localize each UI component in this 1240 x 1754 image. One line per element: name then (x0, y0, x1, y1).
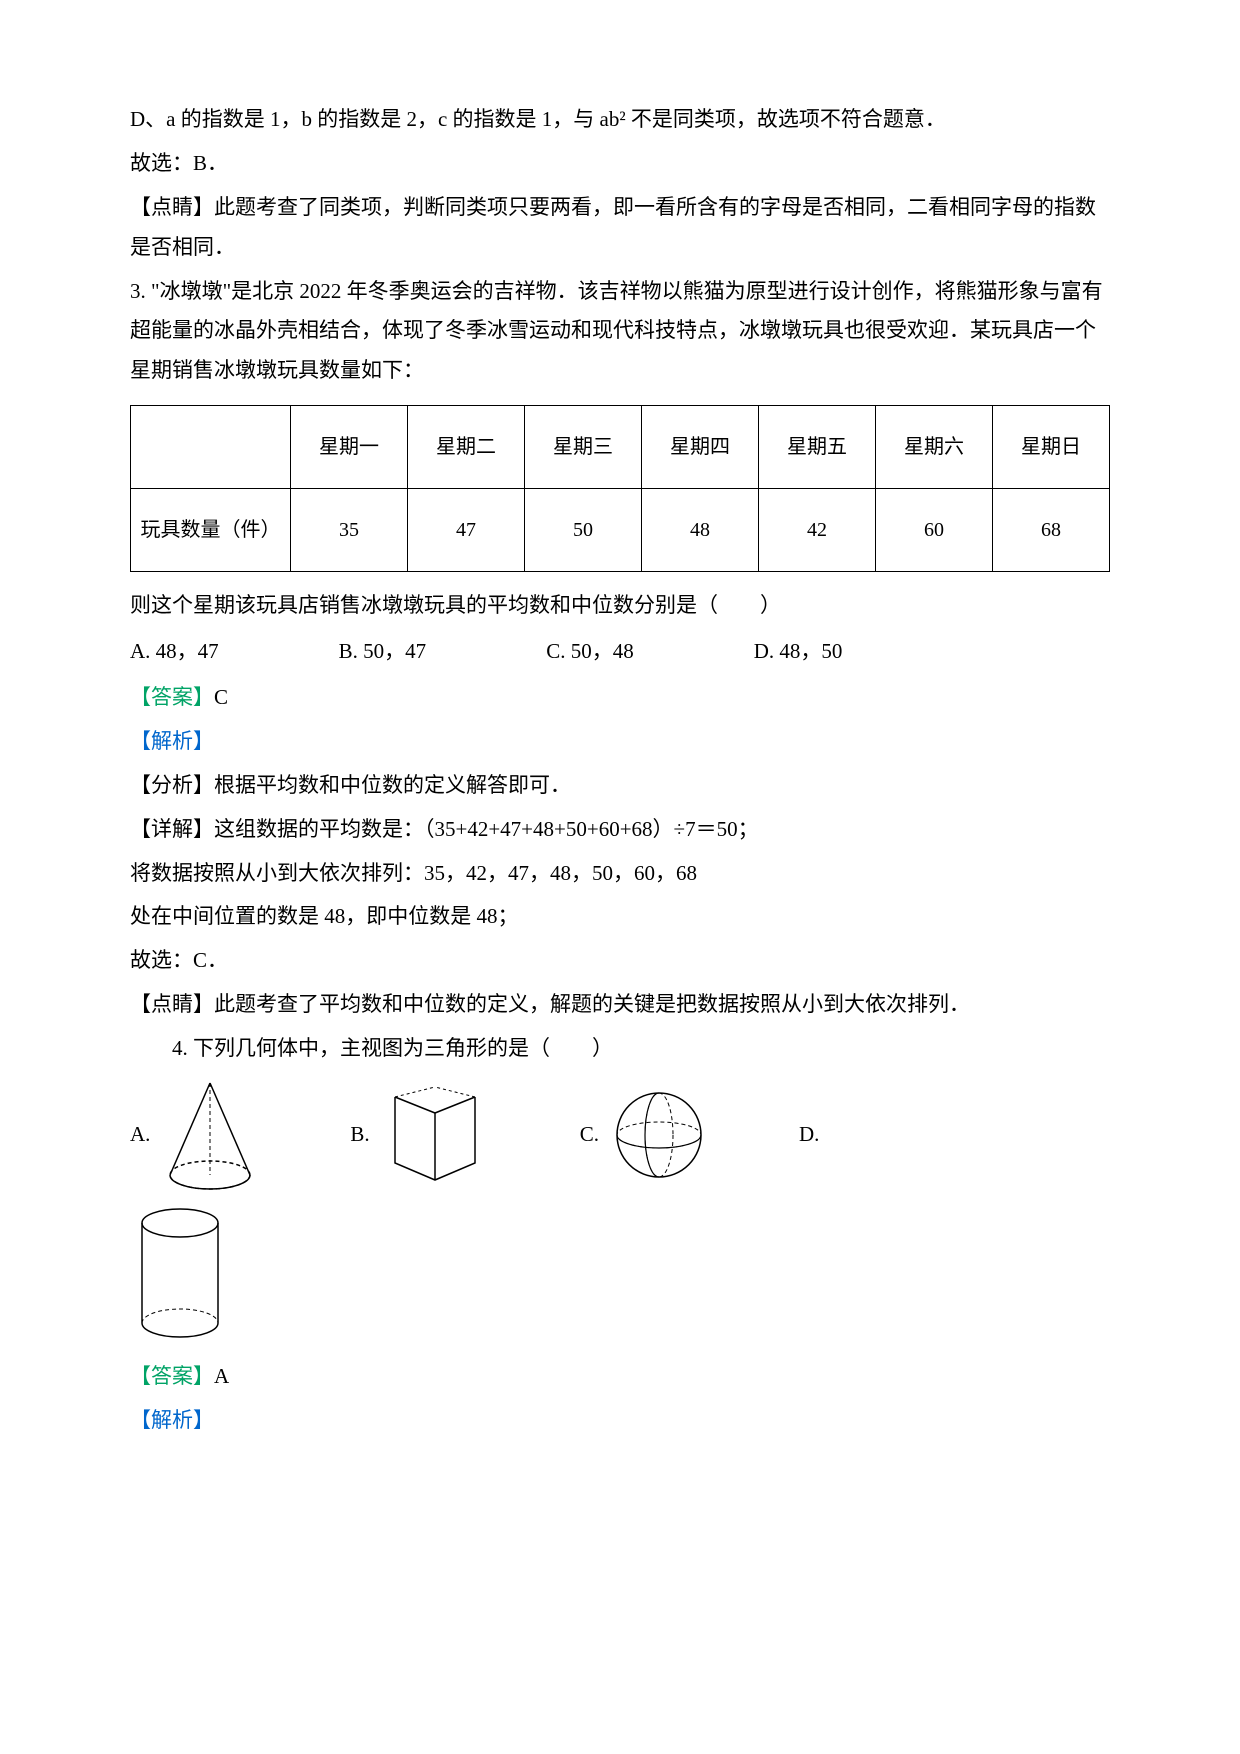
option-d-figure: D. (799, 1115, 829, 1155)
option-a-label: A. (130, 1115, 150, 1155)
analysis-label: 【解析】 (130, 729, 214, 753)
table-row: 星期一 星期二 星期三 星期四 星期五 星期六 星期日 (131, 406, 1110, 489)
answer-value: C (214, 685, 228, 709)
table-cell: 60 (876, 489, 993, 572)
sphere-icon (609, 1085, 709, 1185)
option-c-figure: C. (580, 1085, 709, 1185)
q4-answer: 【答案】A (130, 1357, 1110, 1397)
table-cell: 星期五 (759, 406, 876, 489)
answer-value: A (214, 1364, 229, 1388)
table-cell: 星期四 (642, 406, 759, 489)
q4-analysis-label: 【解析】 (130, 1401, 1110, 1441)
option-a-figure: A. (130, 1075, 260, 1195)
prism-icon (380, 1085, 490, 1185)
q3-options: A. 48，47 B. 50，47 C. 50，48 D. 48，50 (130, 632, 1110, 672)
q3-detail: 故选：C． (130, 941, 1110, 981)
option-c: C. 50，48 (546, 632, 634, 672)
table-cell: 68 (993, 489, 1110, 572)
table-cell: 星期六 (876, 406, 993, 489)
option-b-label: B. (350, 1115, 369, 1155)
q4-text: 4. 下列几何体中，主视图为三角形的是（ ） (130, 1029, 1110, 1069)
q3-analysis-label: 【解析】 (130, 722, 1110, 762)
table-cell (131, 406, 291, 489)
q3-question-tail: 则这个星期该玩具店销售冰墩墩玩具的平均数和中位数分别是（ ） (130, 586, 1110, 626)
table-cell: 星期二 (408, 406, 525, 489)
q3-answer: 【答案】C (130, 678, 1110, 718)
table-cell: 星期一 (291, 406, 408, 489)
table-row: 玩具数量（件） 35 47 50 48 42 60 68 (131, 489, 1110, 572)
option-d: D. 48，50 (754, 632, 843, 672)
table-cell: 35 (291, 489, 408, 572)
option-b-figure: B. (350, 1085, 489, 1185)
q4-figures: A. B. C. D. (130, 1075, 1110, 1195)
text-line: D、a 的指数是 1，b 的指数是 2，c 的指数是 1，与 ab² 不是同类项… (130, 100, 1110, 140)
q3-analysis-fx: 【分析】根据平均数和中位数的定义解答即可． (130, 766, 1110, 806)
answer-label: 【答案】 (130, 685, 214, 709)
table-cell: 50 (525, 489, 642, 572)
table-cell: 42 (759, 489, 876, 572)
cone-icon (160, 1075, 260, 1195)
cylinder-icon (130, 1203, 230, 1343)
table-cell: 星期三 (525, 406, 642, 489)
option-b: B. 50，47 (339, 632, 427, 672)
q3-detail: 处在中间位置的数是 48，即中位数是 48； (130, 897, 1110, 937)
q3-detail: 将数据按照从小到大依次排列：35，42，47，48，50，60，68 (130, 854, 1110, 894)
analysis-label: 【解析】 (130, 1408, 214, 1432)
table-cell: 星期日 (993, 406, 1110, 489)
q3-comment: 【点睛】此题考查了平均数和中位数的定义，解题的关键是把数据按照从小到大依次排列． (130, 985, 1110, 1025)
option-d-label: D. (799, 1115, 819, 1155)
q3-detail: 【详解】这组数据的平均数是：（35+42+47+48+50+60+68）÷7＝5… (130, 810, 1110, 850)
q3-table: 星期一 星期二 星期三 星期四 星期五 星期六 星期日 玩具数量（件） 35 4… (130, 405, 1110, 572)
option-d-shape (130, 1203, 1110, 1343)
table-cell: 47 (408, 489, 525, 572)
text-conclusion: 故选：B． (130, 144, 1110, 184)
table-cell: 玩具数量（件） (131, 489, 291, 572)
option-c-label: C. (580, 1115, 599, 1155)
answer-label: 【答案】 (130, 1364, 214, 1388)
option-a: A. 48，47 (130, 632, 219, 672)
text-comment: 【点睛】此题考查了同类项，判断同类项只要两看，即一看所含有的字母是否相同，二看相… (130, 188, 1110, 268)
table-cell: 48 (642, 489, 759, 572)
q3-text: 3. "冰墩墩"是北京 2022 年冬季奥运会的吉祥物．该吉祥物以熊猫为原型进行… (130, 272, 1110, 392)
